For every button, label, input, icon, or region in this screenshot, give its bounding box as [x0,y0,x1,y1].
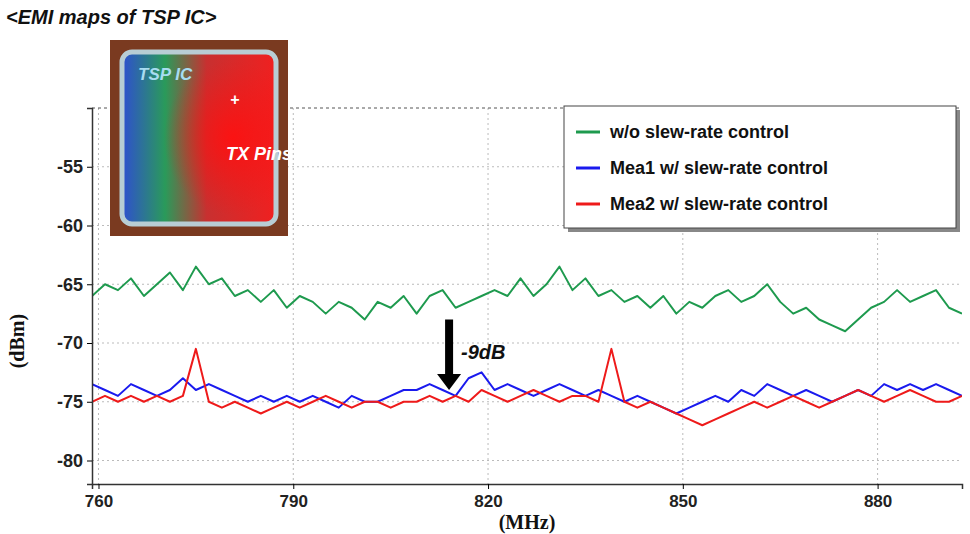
y-tick: -75 [57,392,92,412]
inset-label: + [230,91,239,108]
x-tick: 760 [85,484,113,511]
y-tick-mark [87,461,92,462]
grid-line-y [92,343,962,344]
chart: 760 790 820 850 880 -80 -75 -70 -65 -60 -55 -9dB (MH… [0,0,970,534]
x-tick-mark [878,484,879,489]
x-tick-mark [488,484,489,489]
y-tick-label: -55 [57,157,83,177]
x-axis-title: (MHz) [499,511,556,534]
y-tick: -60 [57,216,92,236]
x-tick-label: 820 [474,492,502,511]
x-tick-mark [683,484,684,489]
y-tick: -80 [57,451,92,471]
x-tick-label: 850 [669,492,697,511]
series-lines [92,267,962,426]
y-axis: -80 -75 -70 -65 -60 -55 [57,109,93,485]
y-tick-label: -80 [57,451,83,471]
y-tick-label: -70 [57,333,83,353]
legend-label: Mea2 w/ slew-rate control [610,194,828,214]
grid-line-y [92,284,962,285]
grid-line-x [98,108,99,484]
x-tick: 820 [474,484,502,511]
x-tick-label: 880 [864,492,892,511]
annotation-arrow-shaft [445,320,453,377]
inset-heat [122,52,276,224]
x-axis: 760 790 820 850 880 [85,484,963,511]
inset-hotspot [122,52,276,224]
y-tick: -65 [57,275,92,295]
x-tick: 790 [280,484,308,511]
y-tick-label: -65 [57,275,83,295]
x-tick-mark [98,484,99,489]
x-tick: 850 [669,484,697,511]
y-tick-mark [87,284,92,285]
x-tick-label: 790 [280,492,308,511]
y-axis-title: (dBm) [6,314,29,368]
inset-label: TSP IC [138,65,193,84]
legend: w/o slew-rate control Mea1 w/ slew-rate c… [564,106,960,232]
inset-background [110,40,288,236]
series-line [92,349,962,425]
x-axis-line [93,485,963,490]
x-tick-mark [293,484,294,489]
legend-swatch [576,167,600,170]
inset-map: TSP IC + TX Pins [110,40,292,236]
grid-line-y [92,460,962,461]
annotation-text: -9dB [461,341,505,363]
y-tick-mark [87,402,92,403]
chart-title: <EMI maps of TSP IC> [6,6,217,28]
y-tick: -70 [57,333,92,353]
legend-swatch [576,131,600,134]
annotation: -9dB [437,320,505,391]
x-tick: 880 [864,484,892,511]
legend-swatch [576,203,600,206]
inset-label: TX Pins [226,144,292,164]
y-tick-mark [87,167,92,168]
series-line [92,267,962,332]
y-tick-label: -60 [57,216,83,236]
y-tick-mark [87,343,92,344]
x-tick-label: 760 [85,492,113,511]
legend-label: w/o slew-rate control [609,122,789,142]
annotation-arrow-head [437,374,461,390]
y-tick-label: -75 [57,392,83,412]
inset-ic-outline [122,52,276,224]
legend-box [564,106,956,228]
y-axis-line [87,109,93,485]
y-tick-mark [87,226,92,227]
grid-line-x [488,108,489,484]
y-tick: -55 [57,157,92,177]
grid-line-x [293,108,294,484]
legend-label: Mea1 w/ slew-rate control [610,158,828,178]
